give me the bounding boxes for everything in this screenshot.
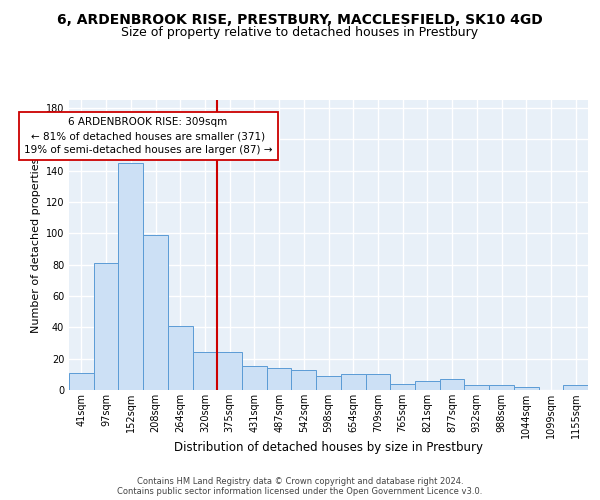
Bar	[217, 352, 242, 390]
Bar	[168, 326, 193, 390]
Bar	[341, 374, 365, 390]
Bar	[292, 370, 316, 390]
Bar	[316, 376, 341, 390]
Bar	[514, 387, 539, 390]
Text: Contains HM Land Registry data © Crown copyright and database right 2024.: Contains HM Land Registry data © Crown c…	[137, 476, 463, 486]
Bar	[563, 386, 588, 390]
Bar	[365, 374, 390, 390]
Bar	[489, 386, 514, 390]
Bar	[390, 384, 415, 390]
Bar	[143, 235, 168, 390]
Bar	[94, 263, 118, 390]
Bar	[193, 352, 217, 390]
Bar	[267, 368, 292, 390]
Bar	[464, 386, 489, 390]
Bar	[69, 373, 94, 390]
Text: Contains public sector information licensed under the Open Government Licence v3: Contains public sector information licen…	[118, 486, 482, 496]
Text: Distribution of detached houses by size in Prestbury: Distribution of detached houses by size …	[175, 441, 484, 454]
Bar	[440, 379, 464, 390]
Text: 6 ARDENBROOK RISE: 309sqm
← 81% of detached houses are smaller (371)
19% of semi: 6 ARDENBROOK RISE: 309sqm ← 81% of detac…	[24, 117, 272, 155]
Text: Size of property relative to detached houses in Prestbury: Size of property relative to detached ho…	[121, 26, 479, 39]
Bar	[242, 366, 267, 390]
Text: 6, ARDENBROOK RISE, PRESTBURY, MACCLESFIELD, SK10 4GD: 6, ARDENBROOK RISE, PRESTBURY, MACCLESFI…	[57, 12, 543, 26]
Bar	[415, 380, 440, 390]
Y-axis label: Number of detached properties: Number of detached properties	[31, 158, 41, 332]
Bar	[118, 162, 143, 390]
